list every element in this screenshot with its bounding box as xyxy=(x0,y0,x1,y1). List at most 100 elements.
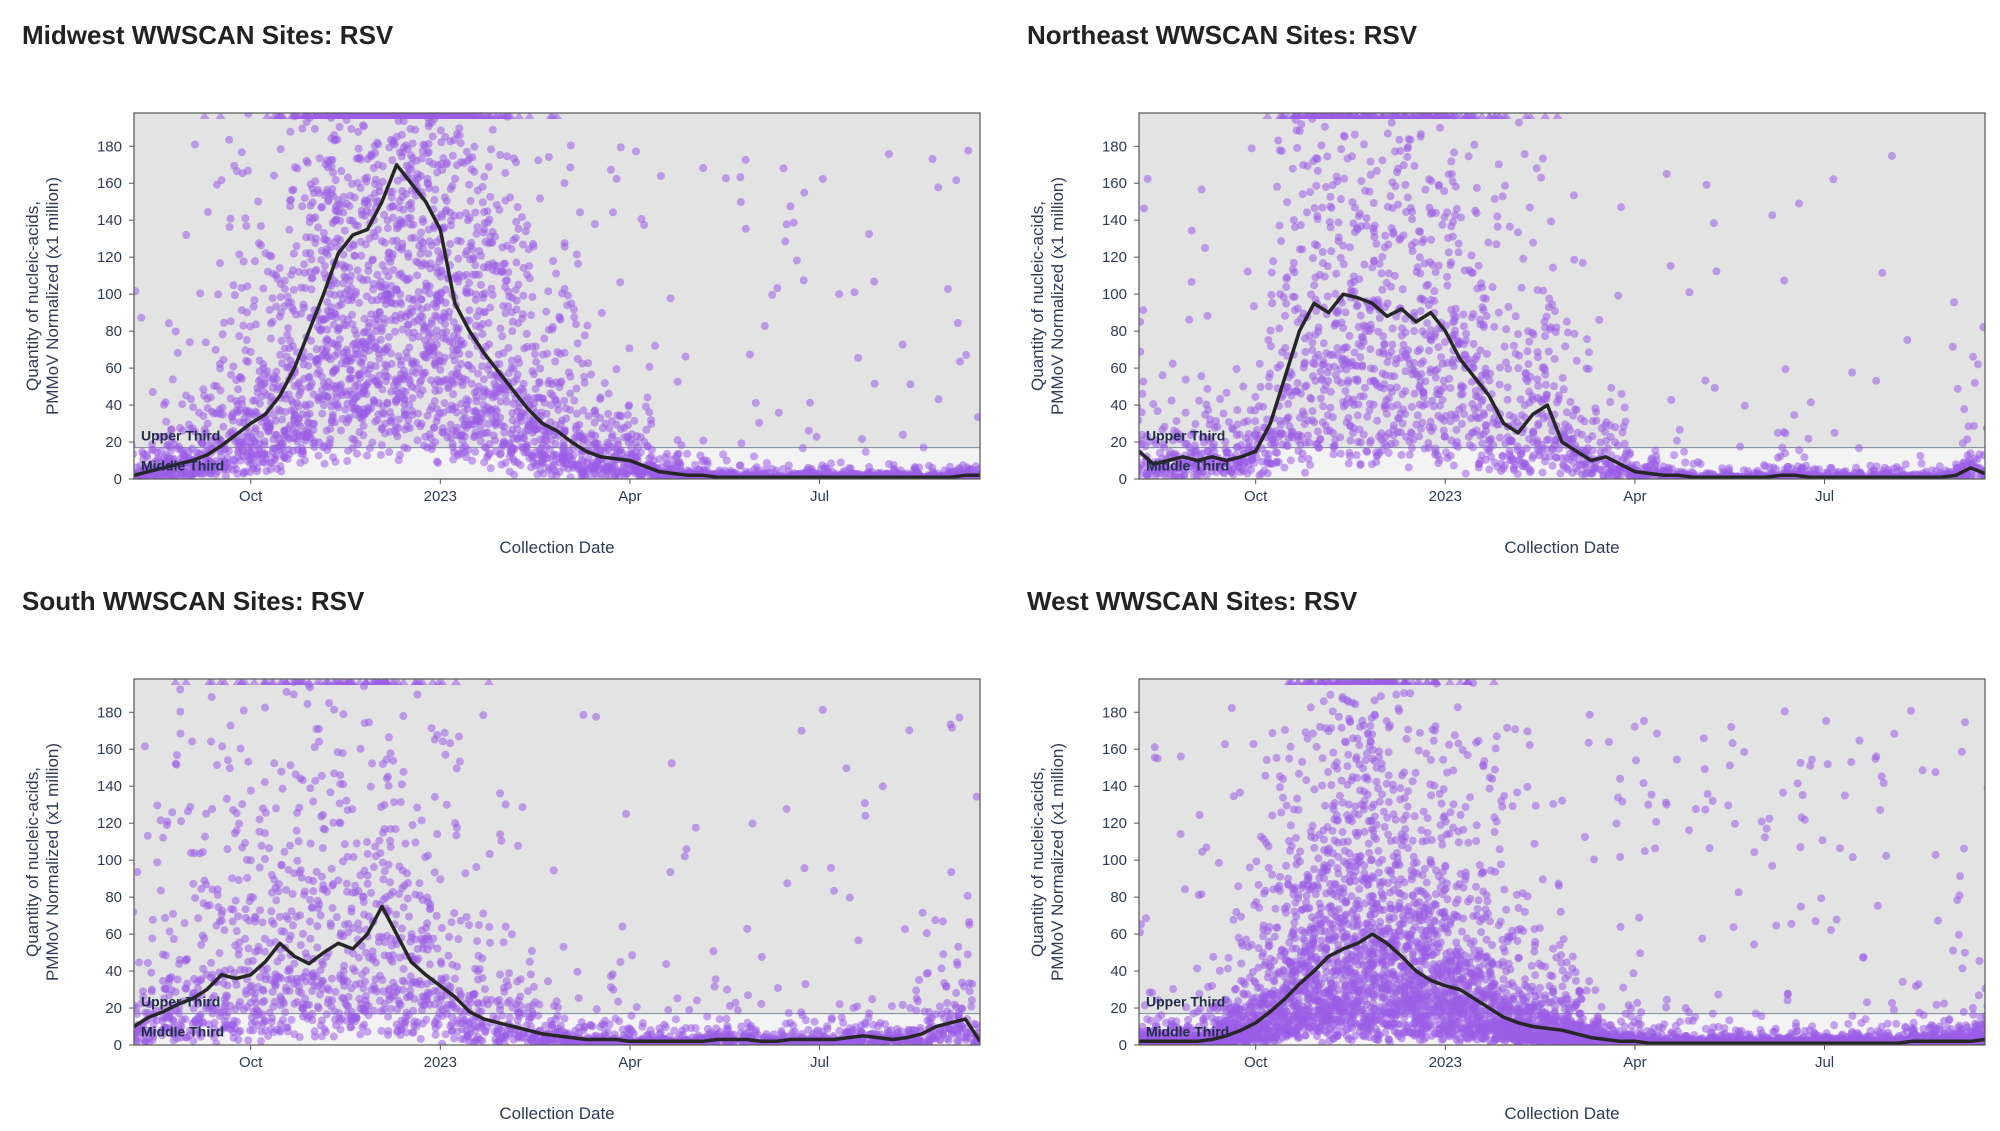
data-point xyxy=(1131,444,1139,452)
data-point xyxy=(489,393,497,401)
data-point xyxy=(471,208,479,216)
data-point xyxy=(800,276,808,284)
data-point xyxy=(421,142,429,150)
data-point xyxy=(1136,318,1144,326)
data-point xyxy=(351,326,359,334)
data-point xyxy=(1305,439,1313,447)
data-point xyxy=(1158,371,1166,379)
data-point xyxy=(404,321,412,329)
data-point xyxy=(378,237,386,245)
data-point xyxy=(287,357,295,365)
data-point xyxy=(402,190,410,198)
data-point xyxy=(378,385,386,393)
data-point xyxy=(228,412,236,420)
data-point xyxy=(318,373,326,381)
data-point xyxy=(389,188,397,196)
data-point xyxy=(341,227,349,235)
data-point xyxy=(1273,449,1281,457)
data-point xyxy=(488,285,496,293)
data-point xyxy=(871,380,879,388)
data-point xyxy=(229,281,237,289)
data-point xyxy=(591,220,599,228)
data-point xyxy=(396,219,404,227)
data-point xyxy=(1289,165,1297,173)
data-point xyxy=(518,314,526,322)
data-point xyxy=(187,395,195,403)
data-point xyxy=(327,135,335,143)
data-point xyxy=(299,301,307,309)
data-point xyxy=(1367,364,1375,372)
data-point xyxy=(1360,392,1368,400)
data-point xyxy=(416,422,424,430)
data-point xyxy=(1202,401,1210,409)
data-point xyxy=(243,308,251,316)
data-point xyxy=(257,222,265,230)
data-point xyxy=(446,240,454,248)
data-point xyxy=(477,252,485,260)
data-point xyxy=(512,286,520,294)
data-point xyxy=(575,421,583,429)
data-point xyxy=(1276,361,1284,369)
data-point xyxy=(1138,390,1146,398)
data-point xyxy=(386,258,394,266)
data-point xyxy=(566,373,574,381)
data-point xyxy=(344,296,352,304)
data-point xyxy=(480,375,488,383)
data-point xyxy=(1367,158,1375,166)
data-point xyxy=(982,469,990,477)
data-point xyxy=(736,461,744,469)
data-point xyxy=(1329,429,1337,437)
data-point xyxy=(285,390,293,398)
data-point xyxy=(384,400,392,408)
data-point xyxy=(474,186,482,194)
data-point xyxy=(592,410,600,418)
data-point xyxy=(1331,441,1339,449)
data-point xyxy=(433,417,441,425)
data-point xyxy=(1350,272,1358,280)
data-point xyxy=(260,449,268,457)
data-point xyxy=(388,299,396,307)
data-point xyxy=(329,382,337,390)
data-point xyxy=(272,368,280,376)
data-point xyxy=(1336,433,1344,441)
data-point xyxy=(439,424,447,432)
data-point xyxy=(552,440,560,448)
data-point xyxy=(532,385,540,393)
data-point xyxy=(357,411,365,419)
data-point xyxy=(220,319,228,327)
data-point xyxy=(404,373,412,381)
data-point xyxy=(1323,152,1331,160)
data-point xyxy=(519,387,527,395)
data-point xyxy=(260,388,268,396)
data-point xyxy=(890,461,898,469)
data-point xyxy=(1259,403,1267,411)
data-point xyxy=(456,131,464,139)
data-point xyxy=(286,421,294,429)
data-point xyxy=(1360,261,1368,269)
data-point xyxy=(435,258,443,266)
data-point xyxy=(645,363,653,371)
data-point xyxy=(1356,353,1364,361)
data-point xyxy=(256,367,264,375)
data-point xyxy=(126,473,134,481)
data-point xyxy=(219,330,227,338)
data-point xyxy=(287,271,295,279)
data-point xyxy=(980,471,988,479)
data-point xyxy=(1237,441,1245,449)
data-point xyxy=(532,448,540,456)
data-point xyxy=(1362,214,1370,222)
data-point xyxy=(169,375,177,383)
data-point xyxy=(387,292,395,300)
data-point xyxy=(1182,376,1190,384)
data-point xyxy=(1315,444,1323,452)
data-point xyxy=(311,125,319,133)
data-point xyxy=(363,381,371,389)
data-point xyxy=(493,262,501,270)
data-point xyxy=(468,245,476,253)
data-point xyxy=(870,278,878,286)
data-point xyxy=(505,292,513,300)
data-point xyxy=(1251,430,1259,438)
